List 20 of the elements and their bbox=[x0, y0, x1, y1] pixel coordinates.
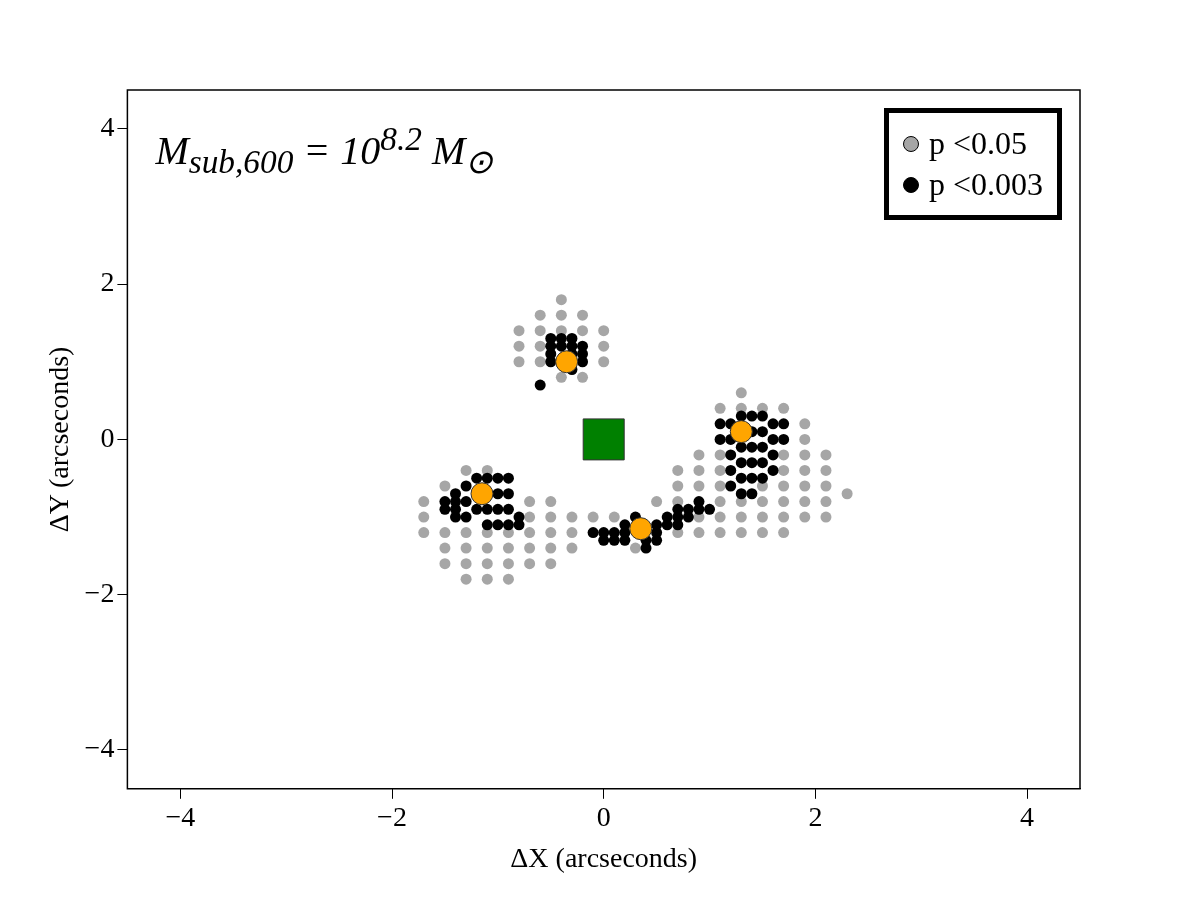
x-tick-label: 0 bbox=[596, 800, 611, 832]
x-tick-label: 4 bbox=[1020, 800, 1035, 832]
point bbox=[629, 517, 653, 541]
x-axis-title: ΔX (arcseconds) bbox=[510, 841, 698, 873]
y-axis-title: ΔY (arcseconds) bbox=[43, 346, 75, 533]
y-tick-label: −2 bbox=[84, 577, 115, 609]
y-tick-label: 0 bbox=[100, 421, 115, 453]
legend-label: p <0.05 bbox=[929, 125, 1028, 162]
point bbox=[582, 418, 625, 461]
annotation: M$_{sub,600}$ = 10$^{8.2}$ M$_{⊙}$ bbox=[155, 120, 494, 182]
x-tick-label: −2 bbox=[377, 800, 407, 832]
point bbox=[470, 482, 494, 506]
y-tick-label: −4 bbox=[84, 732, 115, 764]
legend-label: p <0.003 bbox=[929, 166, 1044, 203]
point bbox=[555, 350, 579, 374]
x-tick-label: 2 bbox=[808, 800, 823, 832]
x-tick-label: −4 bbox=[165, 800, 196, 832]
y-tick-label: 2 bbox=[100, 266, 115, 298]
y-tick-label: 4 bbox=[100, 111, 115, 143]
point bbox=[729, 420, 753, 444]
